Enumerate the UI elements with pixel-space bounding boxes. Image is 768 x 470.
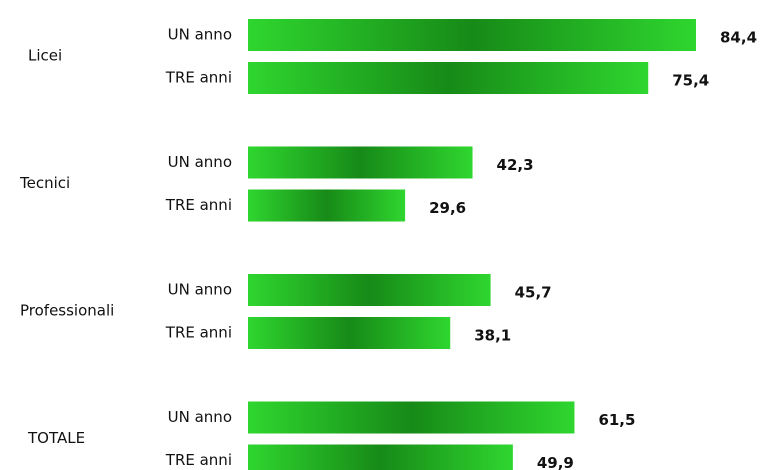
series-label: TRE anni bbox=[165, 451, 232, 469]
bar bbox=[248, 62, 649, 94]
category-label: Tecnici bbox=[19, 174, 70, 192]
series-label: TRE anni bbox=[165, 69, 232, 87]
value-label: 84,4 bbox=[720, 29, 757, 47]
value-label: 75,4 bbox=[672, 72, 709, 90]
bar bbox=[248, 317, 451, 349]
bar bbox=[248, 274, 491, 306]
bar bbox=[248, 19, 696, 51]
bar bbox=[248, 189, 406, 222]
value-label: 49,9 bbox=[537, 454, 574, 470]
series-label: UN anno bbox=[168, 408, 232, 426]
value-label: 61,5 bbox=[598, 411, 635, 429]
category-label: TOTALE bbox=[27, 429, 85, 447]
bar bbox=[248, 401, 575, 434]
value-label: 29,6 bbox=[429, 199, 466, 217]
bar bbox=[248, 146, 473, 179]
series-label: UN anno bbox=[168, 26, 232, 44]
value-label: 45,7 bbox=[515, 284, 552, 302]
series-label: UN anno bbox=[168, 281, 232, 299]
bar bbox=[248, 444, 513, 470]
series-label: UN anno bbox=[168, 153, 232, 171]
category-label: Licei bbox=[28, 47, 62, 65]
series-label: TRE anni bbox=[165, 324, 232, 342]
series-label: TRE anni bbox=[165, 196, 232, 214]
category-label: Professionali bbox=[20, 302, 114, 320]
value-label: 42,3 bbox=[497, 156, 534, 174]
value-label: 38,1 bbox=[474, 327, 511, 345]
